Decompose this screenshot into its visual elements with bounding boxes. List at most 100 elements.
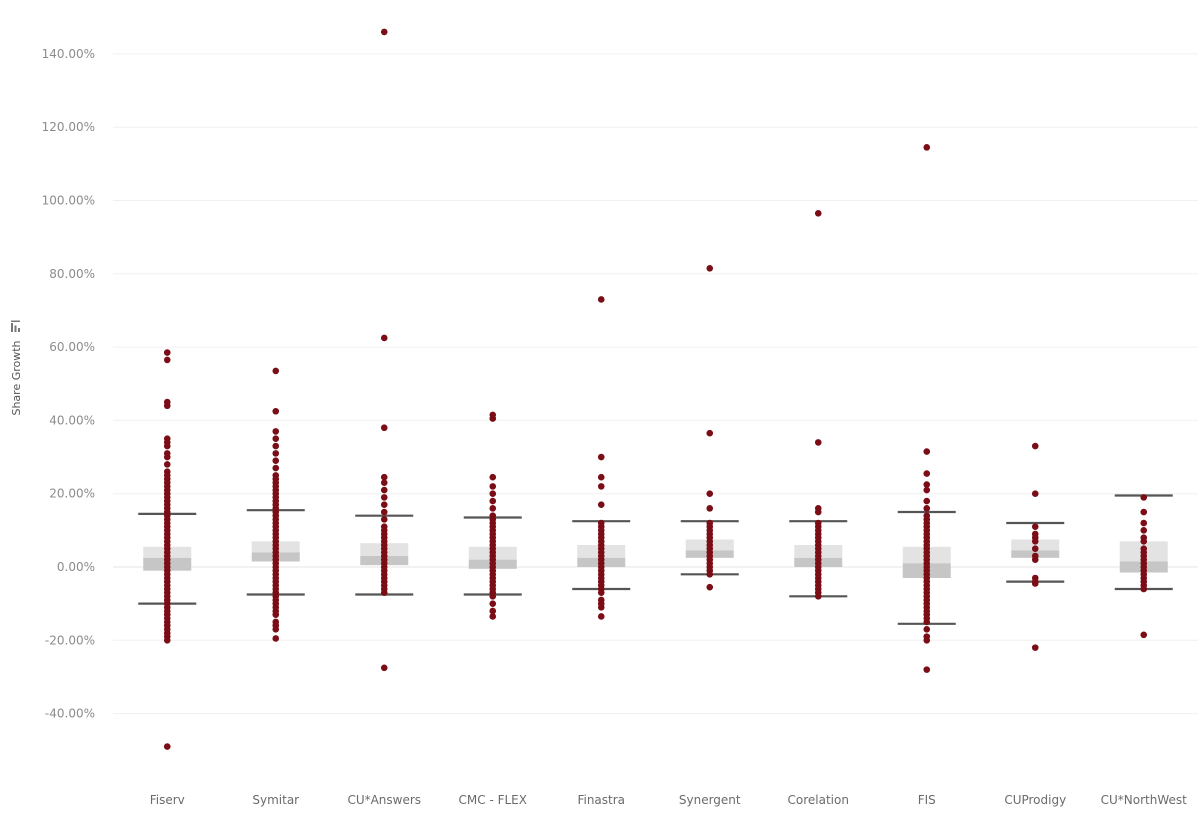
- data-point[interactable]: [1140, 519, 1148, 527]
- data-point[interactable]: [1031, 538, 1039, 545]
- data-point[interactable]: [923, 626, 931, 633]
- data-point[interactable]: [597, 473, 605, 481]
- category-label: Finastra: [577, 793, 625, 807]
- data-point[interactable]: [380, 589, 388, 596]
- data-point[interactable]: [1140, 538, 1148, 545]
- data-point[interactable]: [489, 483, 497, 490]
- data-point[interactable]: [1140, 494, 1148, 501]
- y-tick-label: 60.00%: [49, 340, 95, 354]
- data-point[interactable]: [163, 743, 171, 750]
- data-point[interactable]: [814, 508, 822, 516]
- data-point[interactable]: [1140, 585, 1148, 593]
- data-point[interactable]: [923, 637, 931, 644]
- data-point[interactable]: [489, 607, 497, 615]
- data-point[interactable]: [380, 508, 388, 516]
- y-tick-label: -40.00%: [45, 707, 95, 721]
- data-point[interactable]: [1031, 556, 1039, 563]
- data-point[interactable]: [597, 296, 605, 303]
- data-point[interactable]: [163, 349, 171, 356]
- y-tick-label: 40.00%: [49, 413, 95, 427]
- data-point[interactable]: [923, 486, 931, 494]
- category-label: Corelation: [788, 793, 849, 807]
- data-point[interactable]: [1031, 490, 1039, 498]
- y-axis-title-group[interactable]: Share Growth: [10, 320, 23, 416]
- data-point[interactable]: [1031, 442, 1039, 450]
- data-point[interactable]: [489, 490, 497, 498]
- data-point[interactable]: [489, 600, 497, 607]
- data-point[interactable]: [163, 453, 171, 461]
- data-point[interactable]: [163, 461, 171, 468]
- data-point[interactable]: [923, 505, 931, 512]
- y-tick-label: 80.00%: [49, 267, 95, 281]
- data-points: [163, 28, 1148, 750]
- data-point[interactable]: [272, 611, 280, 618]
- data-point[interactable]: [814, 593, 822, 600]
- data-point[interactable]: [380, 28, 388, 36]
- data-point[interactable]: [1031, 580, 1039, 587]
- data-point[interactable]: [706, 265, 714, 272]
- y-tick-label: -20.00%: [45, 633, 95, 647]
- data-point[interactable]: [923, 618, 931, 626]
- data-point[interactable]: [380, 664, 388, 672]
- category-label: Symitar: [252, 793, 299, 807]
- data-point[interactable]: [923, 470, 931, 477]
- data-point[interactable]: [272, 442, 280, 450]
- sort-descending-icon[interactable]: [11, 320, 20, 333]
- data-point[interactable]: [272, 635, 280, 642]
- data-point[interactable]: [597, 453, 605, 461]
- data-point[interactable]: [489, 593, 497, 600]
- data-point[interactable]: [272, 626, 280, 633]
- data-point[interactable]: [272, 407, 280, 415]
- data-point[interactable]: [380, 334, 388, 342]
- category-label: CUProdigy: [1004, 793, 1066, 807]
- boxes: [138, 494, 1173, 625]
- data-point[interactable]: [380, 473, 388, 481]
- data-point[interactable]: [272, 457, 280, 465]
- data-point[interactable]: [272, 428, 280, 435]
- data-point[interactable]: [706, 429, 714, 437]
- data-point[interactable]: [163, 637, 171, 644]
- data-point[interactable]: [706, 505, 714, 512]
- data-point[interactable]: [163, 356, 171, 364]
- data-point[interactable]: [380, 501, 388, 508]
- data-point[interactable]: [814, 439, 822, 446]
- data-point[interactable]: [923, 481, 931, 488]
- data-point[interactable]: [597, 501, 605, 508]
- data-point[interactable]: [597, 483, 605, 490]
- data-point[interactable]: [1140, 508, 1148, 516]
- data-point[interactable]: [489, 497, 497, 505]
- data-point[interactable]: [380, 424, 388, 432]
- data-point[interactable]: [923, 144, 931, 151]
- data-point[interactable]: [1031, 523, 1039, 530]
- data-point[interactable]: [706, 571, 714, 578]
- data-point[interactable]: [163, 442, 171, 450]
- y-tick-label: 0.00%: [57, 560, 95, 574]
- data-point[interactable]: [1031, 545, 1039, 552]
- data-point[interactable]: [706, 490, 714, 498]
- data-point[interactable]: [380, 516, 388, 523]
- data-point[interactable]: [1031, 644, 1039, 651]
- data-point[interactable]: [272, 464, 280, 472]
- data-point[interactable]: [489, 473, 497, 481]
- data-point[interactable]: [597, 589, 605, 596]
- data-point[interactable]: [272, 367, 280, 375]
- data-point[interactable]: [1140, 527, 1148, 534]
- data-point[interactable]: [272, 450, 280, 457]
- data-point[interactable]: [814, 210, 822, 217]
- data-point[interactable]: [597, 613, 605, 620]
- data-point[interactable]: [1140, 631, 1148, 639]
- data-point[interactable]: [597, 604, 605, 611]
- data-point[interactable]: [272, 435, 280, 443]
- data-point[interactable]: [489, 613, 497, 620]
- data-point[interactable]: [163, 402, 171, 410]
- data-point[interactable]: [706, 583, 714, 591]
- data-point[interactable]: [923, 497, 931, 505]
- data-point[interactable]: [380, 486, 388, 494]
- data-point[interactable]: [489, 505, 497, 512]
- data-point[interactable]: [923, 448, 931, 455]
- y-tick-label: 20.00%: [49, 487, 95, 501]
- data-point[interactable]: [380, 479, 388, 487]
- data-point[interactable]: [489, 415, 497, 422]
- data-point[interactable]: [380, 494, 388, 501]
- data-point[interactable]: [923, 666, 931, 673]
